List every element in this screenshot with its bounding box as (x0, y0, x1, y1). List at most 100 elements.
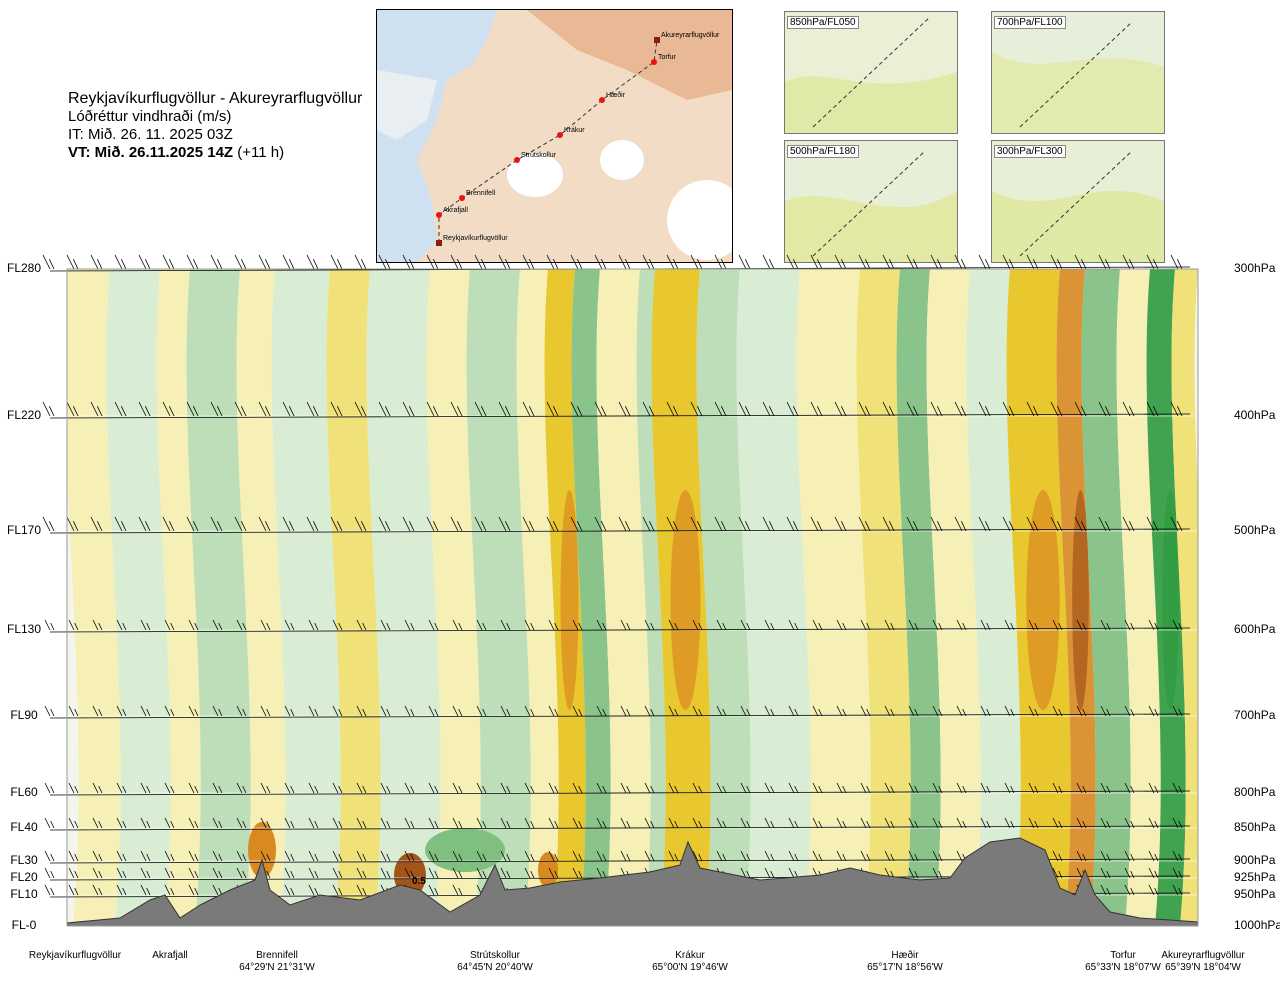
wind-barb (114, 401, 127, 417)
wind-barb (786, 516, 799, 532)
hpa-label-950hpa: 950hPa (1234, 887, 1276, 901)
wind-barb (692, 782, 703, 794)
wind-barb (42, 516, 55, 532)
wind-barb (978, 516, 991, 532)
wind-barb (666, 254, 679, 270)
waypoint-marker (599, 97, 605, 103)
wind-barb (428, 619, 439, 631)
wind-barb (308, 619, 319, 631)
wind-barb (668, 817, 679, 829)
wind-barb (930, 516, 943, 532)
wind-barb (812, 619, 823, 631)
wind-barb (1172, 850, 1183, 862)
wind-barb (666, 401, 679, 417)
wind-barb (618, 516, 631, 532)
wind-barb (212, 867, 223, 879)
wind-barb (860, 850, 871, 862)
wind-barb (428, 782, 439, 794)
wind-barb (212, 817, 223, 829)
location-6: Torfur 65°33'N 18°07'W (1048, 950, 1198, 974)
contour-label: 0.5 (412, 876, 426, 887)
inset-700-label: 700hPa/FL100 (994, 16, 1066, 29)
inset-300-label: 300hPa/FL300 (994, 145, 1066, 158)
wind-barb (716, 619, 727, 631)
waypoint-marker (436, 212, 442, 218)
wind-barb (140, 619, 151, 631)
velocity-band-19 (856, 269, 911, 926)
wind-barb (308, 884, 319, 896)
wind-barb (356, 884, 367, 896)
wind-barb (234, 254, 247, 270)
wind-barb (476, 619, 487, 631)
wind-barb (404, 619, 415, 631)
wind-barb (1148, 782, 1159, 794)
wind-barb (908, 782, 919, 794)
wind-barb (764, 782, 775, 794)
wind-barb (308, 817, 319, 829)
wind-barb (1076, 850, 1087, 862)
wind-barb (1076, 817, 1087, 829)
wind-barb (354, 516, 367, 532)
wind-barb (306, 516, 319, 532)
wind-barb (860, 817, 871, 829)
wind-barb (572, 619, 583, 631)
wind-barb (260, 850, 271, 862)
velocity-core-23 (1026, 490, 1060, 710)
wind-barb (764, 705, 775, 717)
wind-barb (906, 254, 919, 270)
wind-barb (450, 516, 463, 532)
wind-barb (1098, 401, 1111, 417)
waypoint-marker (459, 195, 465, 201)
wind-barb (1172, 782, 1183, 794)
wind-barb (164, 705, 175, 717)
velocity-band-18 (796, 269, 871, 926)
wind-barb (66, 516, 79, 532)
wind-barb (404, 705, 415, 717)
wind-barb (1052, 867, 1063, 879)
wind-barb (452, 782, 463, 794)
wind-barb (428, 705, 439, 717)
wind-barb (762, 516, 775, 532)
wind-barb (138, 401, 151, 417)
wind-barb (1028, 782, 1039, 794)
wind-barb (116, 705, 127, 717)
wind-barb (162, 401, 175, 417)
wind-barb (164, 850, 175, 862)
wind-barb (1148, 867, 1159, 879)
barb-shaft-6 (49, 825, 1191, 831)
wind-barb (906, 516, 919, 532)
wind-barb (210, 401, 223, 417)
fl-label-fl90: FL90 (10, 708, 38, 722)
wind-barb (236, 705, 247, 717)
velocity-band-4 (236, 269, 286, 926)
wind-barb (140, 817, 151, 829)
wind-barb (210, 254, 223, 270)
wind-barb (332, 884, 343, 896)
velocity-core-27 (1162, 490, 1179, 710)
wind-barb (692, 817, 703, 829)
wind-barb (1028, 619, 1039, 631)
wind-barb (308, 850, 319, 862)
wind-barb (1002, 254, 1015, 270)
wind-barb (836, 782, 847, 794)
wind-barb (500, 705, 511, 717)
location-1: Akrafjall (95, 950, 245, 962)
wind-barb (788, 705, 799, 717)
wind-barb (980, 619, 991, 631)
inset-300: 300hPa/FL300 (991, 140, 1165, 263)
plot-frame (66, 268, 1199, 927)
fl-label-fl220: FL220 (6, 408, 42, 422)
wind-barb (500, 782, 511, 794)
wind-barb (1074, 401, 1087, 417)
wind-barb (884, 782, 895, 794)
wind-barb (498, 516, 511, 532)
location-coords: 64°29'N 21°31'W (239, 962, 315, 973)
wind-barb (90, 401, 103, 417)
wind-barb (1052, 850, 1063, 862)
location-0: Reykjavíkurflugvöllur (0, 950, 150, 962)
wind-barb (1050, 254, 1063, 270)
wind-barb (932, 850, 943, 862)
wind-barb (932, 817, 943, 829)
wind-barb (308, 782, 319, 794)
location-4: Krákur 65°00'N 19°46'W (615, 950, 765, 974)
